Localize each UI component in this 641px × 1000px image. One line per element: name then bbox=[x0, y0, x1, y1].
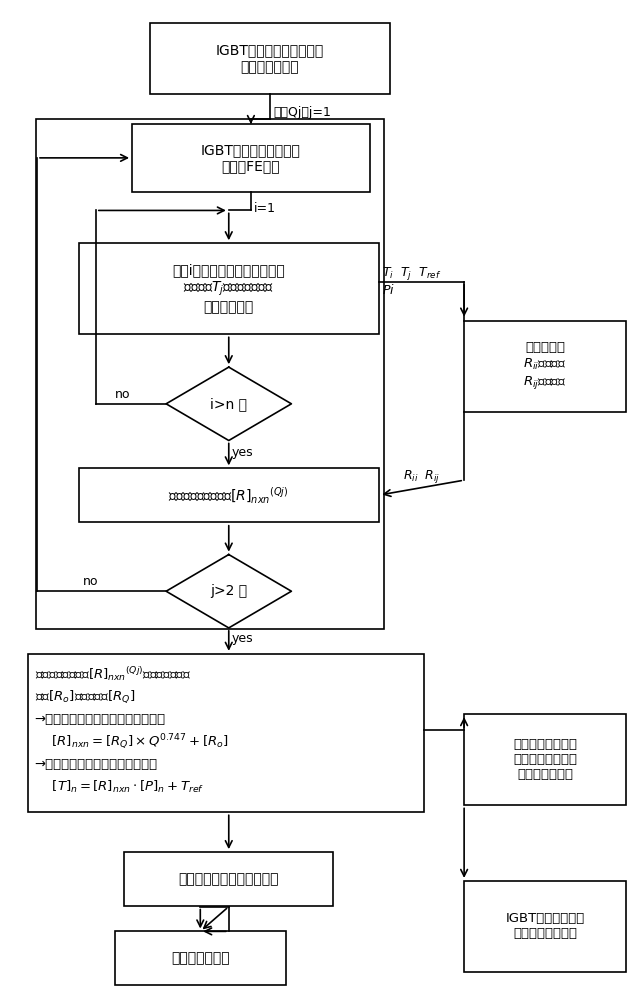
Bar bbox=[150, 23, 390, 94]
Text: no: no bbox=[115, 388, 130, 401]
Text: 热耦合等效热阻矩阵$[R]_{nxn}$$^{(Qj)}$: 热耦合等效热阻矩阵$[R]_{nxn}$$^{(Qj)}$ bbox=[169, 485, 289, 505]
Text: IGBT模块封装参数
与散热器优化设计: IGBT模块封装参数 与散热器优化设计 bbox=[506, 912, 585, 940]
Text: 基于热耦合等效热
阻矩阵元素的热耦
合影响因素分析: 基于热耦合等效热 阻矩阵元素的热耦 合影响因素分析 bbox=[513, 738, 577, 781]
Text: $Pi$: $Pi$ bbox=[382, 283, 395, 297]
Text: 任意两个流量下的$[R]_{nxn}$$^{(Qj)}$拟合得到固有热: 任意两个流量下的$[R]_{nxn}$$^{(Qj)}$拟合得到固有热 bbox=[35, 665, 191, 683]
Text: $[R]_{nxn}=[R_Q]\times Q^{0.747}+[R_o]$: $[R]_{nxn}=[R_Q]\times Q^{0.747}+[R_o]$ bbox=[35, 732, 228, 752]
Text: 芯片自热阻
$R_{ii}$，互热阻
$R_{ij}$计算公式: 芯片自热阻 $R_{ii}$，互热阻 $R_{ij}$计算公式 bbox=[523, 341, 567, 391]
Text: $[T]_n=[R]_{nxn}\cdot[P]_n+T_{ref}$: $[T]_n=[R]_{nxn}\cdot[P]_n+T_{ref}$ bbox=[35, 779, 204, 795]
Text: 芯片i独立发热时温度分布（各
芯片结温$T_j$、入水口参考温
度）、热功率: 芯片i独立发热时温度分布（各 芯片结温$T_j$、入水口参考温 度）、热功率 bbox=[172, 263, 285, 314]
Text: →叠加定理，得到芯片结温公式：: →叠加定理，得到芯片结温公式： bbox=[35, 758, 158, 771]
Text: 流量Qj，j=1: 流量Qj，j=1 bbox=[273, 106, 331, 119]
Text: 阻阵$[R_o]$和附加热阻$[R_Q]$: 阻阵$[R_o]$和附加热阻$[R_Q]$ bbox=[35, 688, 135, 705]
Bar bbox=[465, 714, 626, 805]
Bar bbox=[28, 654, 424, 812]
Bar bbox=[465, 881, 626, 972]
Text: 参数自适应的等效热阻网络: 参数自适应的等效热阻网络 bbox=[178, 872, 279, 886]
Bar bbox=[78, 243, 379, 334]
Text: $R_{ii}$  $R_{ij}$: $R_{ii}$ $R_{ij}$ bbox=[403, 468, 440, 485]
Polygon shape bbox=[166, 367, 292, 440]
Text: yes: yes bbox=[232, 446, 254, 459]
Bar bbox=[132, 124, 369, 192]
Bar bbox=[115, 931, 286, 985]
Text: IGBT模块、散热器的内部
物理结构及参数: IGBT模块、散热器的内部 物理结构及参数 bbox=[216, 44, 324, 74]
Text: IGBT模块、散热器的三
维整体FE模型: IGBT模块、散热器的三 维整体FE模型 bbox=[201, 143, 301, 173]
Text: no: no bbox=[83, 575, 99, 588]
Text: i>n ？: i>n ？ bbox=[210, 397, 247, 411]
Bar bbox=[465, 321, 626, 412]
Text: yes: yes bbox=[232, 632, 254, 645]
Text: $T_i$  $T_j$  $T_{ref}$: $T_i$ $T_j$ $T_{ref}$ bbox=[382, 265, 442, 282]
Text: →参数自适应热耦合等效热阻矩阵：: →参数自适应热耦合等效热阻矩阵： bbox=[35, 713, 165, 726]
Polygon shape bbox=[166, 555, 292, 628]
Bar bbox=[78, 468, 379, 522]
Bar bbox=[36, 119, 384, 629]
Text: j>2 ？: j>2 ？ bbox=[210, 584, 247, 598]
Text: 结温的快速仿真: 结温的快速仿真 bbox=[171, 951, 229, 965]
Text: i=1: i=1 bbox=[254, 202, 276, 215]
Bar bbox=[124, 852, 333, 906]
